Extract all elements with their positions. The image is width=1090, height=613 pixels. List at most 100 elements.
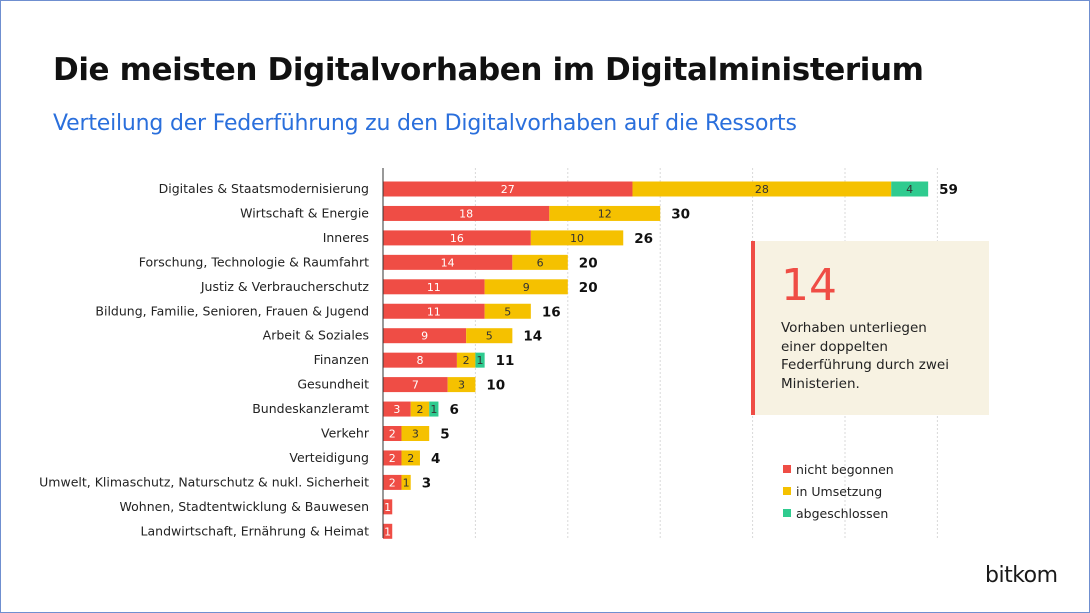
bar-total-label: 6 xyxy=(449,402,458,418)
info-box xyxy=(751,241,989,415)
category-label: Verkehr xyxy=(321,426,370,441)
category-label: Digitales & Staatsmodernisierung xyxy=(159,181,369,196)
bar-value-label: 6 xyxy=(537,256,544,269)
category-label: Wohnen, Stadtentwicklung & Bauwesen xyxy=(120,499,369,514)
legend-item-nicht-begonnen: nicht begonnen xyxy=(783,458,894,480)
bar-total-label: 30 xyxy=(671,206,690,222)
bar-segment-nicht-begonnen xyxy=(383,499,393,515)
category-label: Bundeskanzleramt xyxy=(252,401,369,416)
bar-segment-in-Umsetzung xyxy=(484,279,568,295)
bar-total-label: 11 xyxy=(496,353,515,369)
bar-value-label: 3 xyxy=(412,428,419,441)
category-label: Inneres xyxy=(323,230,369,245)
bar-segment-in-Umsetzung xyxy=(530,230,624,246)
bar-segment-in-Umsetzung xyxy=(549,205,661,221)
bar-total-label: 3 xyxy=(422,475,431,491)
bar-total-label: 20 xyxy=(579,255,598,271)
bar-segment-in-Umsetzung xyxy=(401,450,420,466)
bar-value-label: 5 xyxy=(486,330,493,343)
category-label: Bildung, Familie, Senioren, Frauen & Jug… xyxy=(95,303,369,318)
bar-segment-nicht-begonnen xyxy=(383,426,402,441)
bar-value-label: 10 xyxy=(570,232,584,245)
bar-value-label: 1 xyxy=(384,525,391,538)
bar-value-label: 2 xyxy=(389,428,396,441)
legend-item-in-umsetzung: in Umsetzung xyxy=(783,480,894,502)
bar-value-label: 14 xyxy=(441,256,455,269)
bar-value-label: 5 xyxy=(504,305,511,318)
chart-subtitle: Verteilung der Federführung zu den Digit… xyxy=(53,111,797,136)
bar-segment-abgeschlossen xyxy=(429,401,439,417)
category-label: Finanzen xyxy=(314,352,369,367)
info-box-accent xyxy=(751,241,755,415)
legend-item-abgeschlossen: abgeschlossen xyxy=(783,502,894,524)
bar-segment-in-Umsetzung xyxy=(632,181,892,197)
bar-segment-nicht-begonnen xyxy=(383,401,411,417)
bar-value-label: 8 xyxy=(416,354,423,367)
bar-segment-nicht-begonnen xyxy=(383,474,402,490)
bar-total-label: 26 xyxy=(634,231,653,247)
bar-total-label: 4 xyxy=(431,451,440,467)
bar-total-label: 10 xyxy=(486,378,505,394)
category-label: Verteidigung xyxy=(289,450,369,465)
category-label: Forschung, Technologie & Raumfahrt xyxy=(139,254,369,269)
bar-segment-in-Umsetzung xyxy=(401,426,430,441)
bar-value-label: 1 xyxy=(403,476,410,489)
category-label: Arbeit & Soziales xyxy=(263,328,369,343)
bar-segment-nicht-begonnen xyxy=(383,328,467,344)
info-text: Vorhaben unterliegen einer doppelten Fed… xyxy=(781,320,949,392)
legend-label: nicht begonnen xyxy=(796,461,894,477)
bar-segment-nicht-begonnen xyxy=(383,279,485,295)
bar-segment-nicht-begonnen xyxy=(383,303,485,319)
bar-segment-nicht-begonnen xyxy=(383,230,531,246)
info-number: 14 xyxy=(781,260,837,311)
legend: nicht begonnen in Umsetzung abgeschlosse… xyxy=(783,458,894,524)
bar-value-label: 11 xyxy=(427,305,441,318)
bar-value-label: 2 xyxy=(389,452,396,465)
legend-swatch-nicht-begonnen xyxy=(783,465,791,473)
bar-value-label: 12 xyxy=(598,207,612,220)
legend-label: abgeschlossen xyxy=(796,505,889,521)
bar-total-label: 16 xyxy=(542,304,561,320)
bar-value-label: 2 xyxy=(463,354,470,367)
bar-value-label: 1 xyxy=(430,403,437,416)
bar-segment-abgeschlossen xyxy=(891,181,929,197)
bar-value-label: 2 xyxy=(389,476,396,489)
bar-segment-in-Umsetzung xyxy=(447,377,476,393)
bar-value-label: 4 xyxy=(906,183,913,196)
bar-value-label: 28 xyxy=(755,183,769,196)
category-label: Justiz & Verbraucherschutz xyxy=(200,279,370,294)
bar-value-label: 27 xyxy=(501,183,515,196)
bar-value-label: 3 xyxy=(458,379,465,392)
bar-segment-in-Umsetzung xyxy=(484,303,531,319)
bar-segment-nicht-begonnen xyxy=(383,205,550,221)
bar-value-label: 1 xyxy=(384,501,391,514)
bar-segment-nicht-begonnen xyxy=(383,254,513,270)
legend-label: in Umsetzung xyxy=(796,483,883,499)
legend-swatch-in-umsetzung xyxy=(783,487,791,495)
bar-value-label: 7 xyxy=(412,379,419,392)
bar-segment-nicht-begonnen xyxy=(383,352,457,368)
bar-total-label: 5 xyxy=(440,427,449,443)
bar-segment-nicht-begonnen xyxy=(383,523,393,539)
bar-value-label: 16 xyxy=(450,232,464,245)
bar-segment-in-Umsetzung xyxy=(410,401,430,417)
bar-total-label: 20 xyxy=(579,280,598,296)
category-label: Wirtschaft & Energie xyxy=(240,205,369,220)
bar-segment-in-Umsetzung xyxy=(456,352,476,368)
bar-value-label: 3 xyxy=(393,403,400,416)
bar-value-label: 2 xyxy=(416,403,423,416)
bar-segment-in-Umsetzung xyxy=(401,474,411,490)
bitkom-logo: bitkom xyxy=(985,563,1058,588)
bar-value-label: 1 xyxy=(477,354,484,367)
bar-segment-nicht-begonnen xyxy=(383,377,448,393)
bar-segment-nicht-begonnen xyxy=(383,181,633,197)
category-label: Landwirtschaft, Ernährung & Heimat xyxy=(141,523,370,538)
bar-value-label: 2 xyxy=(407,452,414,465)
legend-swatch-abgeschlossen xyxy=(783,509,791,517)
bar-value-label: 11 xyxy=(427,281,441,294)
bar-total-label: 14 xyxy=(523,329,542,345)
chart-title: Die meisten Digitalvorhaben im Digitalmi… xyxy=(53,52,924,88)
category-label: Umwelt, Klimaschutz, Naturschutz & nukl.… xyxy=(39,474,369,489)
bar-segment-abgeschlossen xyxy=(475,352,485,368)
